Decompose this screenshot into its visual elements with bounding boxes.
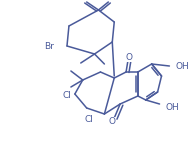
Text: Cl: Cl [62, 90, 71, 100]
Text: OH: OH [166, 104, 179, 112]
Text: O: O [126, 53, 132, 61]
Text: Cl: Cl [84, 115, 93, 125]
Text: OH: OH [175, 61, 189, 70]
Text: Br: Br [44, 41, 54, 51]
Text: O: O [109, 117, 116, 127]
